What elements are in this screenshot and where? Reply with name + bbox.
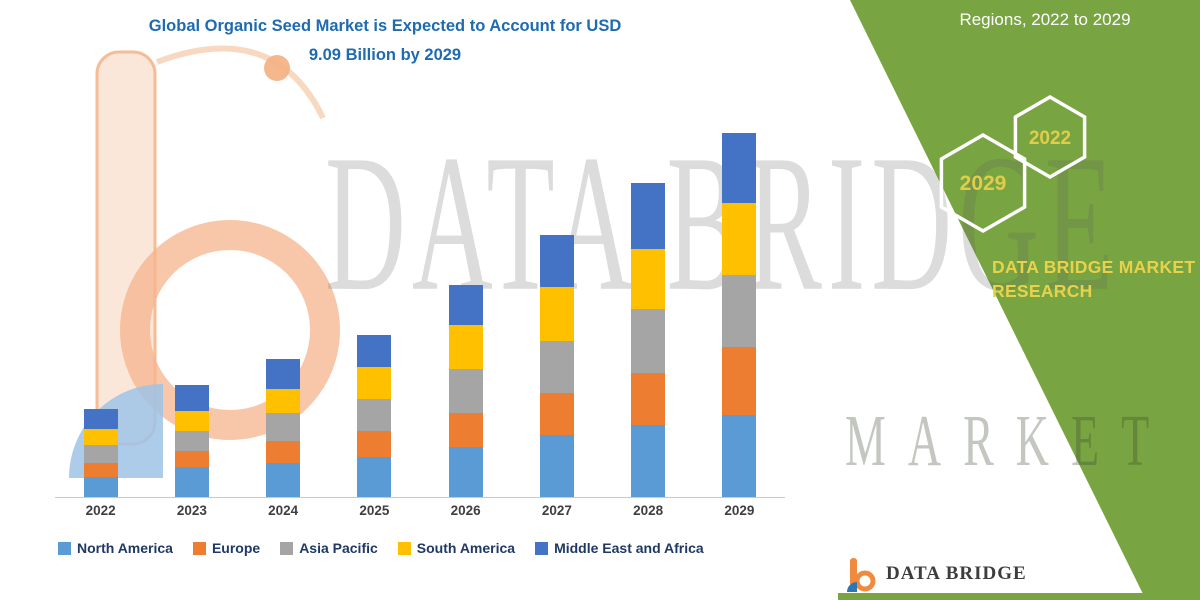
segment-middle-east-and-africa (539, 235, 574, 287)
hexagon-2029 (939, 132, 1027, 234)
bar-slot-2023 (146, 385, 237, 497)
segment-south-america (722, 203, 757, 275)
legend-label: Asia Pacific (299, 540, 378, 556)
segment-north-america (83, 477, 118, 497)
footer-logo: DATA BRIDGE (845, 556, 1027, 592)
segment-middle-east-and-africa (266, 359, 301, 389)
x-axis-label-2028: 2028 (633, 503, 664, 518)
segment-south-america (357, 367, 392, 399)
legend-item-europe: Europe (192, 540, 261, 556)
segment-asia-pacific (174, 431, 209, 451)
side-panel-brand-line1: DATA BRIDGE MARKET (992, 257, 1196, 277)
side-panel-brand: DATA BRIDGE MARKET RESEARCH (992, 255, 1197, 303)
segment-europe (448, 413, 483, 447)
segment-middle-east-and-africa (448, 285, 483, 325)
segment-south-america (83, 429, 118, 445)
bar-slot-2025 (329, 335, 420, 497)
x-axis-label-2026: 2026 (450, 503, 481, 518)
legend-swatch (58, 541, 71, 555)
legend-item-north-america: North America (58, 540, 173, 556)
hexagon-2022-label: 2022 (1029, 128, 1071, 149)
bar-slot-2028 (603, 183, 694, 497)
stacked-bar-2022 (83, 409, 118, 497)
legend-swatch (192, 541, 206, 555)
chart-title-line1: Global Organic Seed Market is Expected t… (148, 17, 622, 35)
x-axis-labels: 2022 2023 2024 2025 2026 2027 2028 2029 (55, 503, 785, 518)
segment-asia-pacific (448, 369, 483, 413)
legend-swatch (535, 541, 549, 555)
stacked-bar-2024 (266, 359, 301, 497)
legend-label: North America (77, 540, 173, 556)
footer-logo-text: DATA BRIDGE (886, 563, 1027, 584)
segment-south-america (448, 325, 483, 369)
segment-asia-pacific (266, 413, 301, 441)
segment-north-america (722, 415, 757, 497)
segment-south-america (266, 389, 301, 413)
x-axis-label-2029: 2029 (724, 503, 755, 518)
segment-middle-east-and-africa (174, 385, 209, 411)
bar-slot-2027 (511, 235, 602, 497)
chart-title: Global Organic Seed Market is Expected t… (75, 12, 695, 70)
segment-europe (174, 451, 209, 467)
x-axis-label-2025: 2025 (359, 503, 390, 518)
segment-north-america (539, 435, 574, 497)
bar-chart-plot-area (55, 97, 785, 498)
bar-slot-2022 (55, 409, 146, 497)
legend-item-south-america: South America (397, 540, 516, 556)
segment-north-america (174, 467, 209, 497)
stacked-bar-2026 (448, 285, 483, 497)
segment-north-america (357, 457, 392, 497)
x-axis-label-2023: 2023 (176, 503, 207, 518)
segment-europe (631, 373, 666, 425)
segment-middle-east-and-africa (83, 409, 118, 429)
segment-asia-pacific (357, 399, 392, 431)
x-axis-label-2027: 2027 (541, 503, 572, 518)
legend-label: Middle East and Africa (554, 540, 704, 556)
segment-middle-east-and-africa (722, 133, 757, 203)
side-panel-brand-line2: RESEARCH (992, 281, 1093, 301)
segment-north-america (266, 463, 301, 497)
hexagon-2022 (1013, 95, 1087, 180)
segment-south-america (539, 287, 574, 341)
segment-south-america (174, 411, 209, 431)
chart-legend: North America Europe Asia Pacific South Ame… (58, 540, 798, 556)
chart-title-line2: 9.09 Billion by 2029 (308, 46, 462, 64)
segment-north-america (631, 425, 666, 497)
segment-asia-pacific (539, 341, 574, 393)
legend-item-asia-pacific: Asia Pacific (280, 540, 378, 556)
segment-europe (83, 463, 118, 477)
legend-swatch (280, 541, 294, 555)
segment-europe (266, 441, 301, 463)
stacked-bar-2028 (631, 183, 666, 497)
segment-europe (722, 347, 757, 415)
segment-europe (357, 431, 392, 457)
segment-asia-pacific (83, 445, 118, 463)
hexagon-2029-label: 2029 (960, 172, 1007, 195)
segment-south-america (631, 249, 666, 309)
footer-green-strip (838, 593, 1200, 600)
x-axis-label-2022: 2022 (85, 503, 116, 518)
footer-logo-icon (847, 558, 876, 592)
segment-asia-pacific (722, 275, 757, 347)
legend-item-middle-east-and-africa: Middle East and Africa (535, 540, 704, 556)
side-panel-heading: Regions, 2022 to 2029 (959, 10, 1131, 29)
stacked-bar-2023 (174, 385, 209, 497)
year-hexagons: 2029 2022 (939, 95, 1087, 234)
segment-middle-east-and-africa (357, 335, 392, 367)
bar-slot-2024 (238, 359, 329, 497)
bar-slot-2026 (420, 285, 511, 497)
segment-north-america (448, 447, 483, 497)
legend-label: Europe (211, 540, 261, 556)
segment-middle-east-and-africa (631, 183, 666, 249)
stacked-bar-2025 (357, 335, 392, 497)
stacked-bar-2027 (539, 235, 574, 497)
stacked-bar-2029 (722, 133, 757, 497)
x-axis-label-2024: 2024 (268, 503, 299, 518)
legend-label: South America (416, 540, 516, 556)
legend-swatch (397, 541, 411, 555)
segment-asia-pacific (631, 309, 666, 373)
segment-europe (539, 393, 574, 435)
bar-slot-2029 (694, 133, 785, 497)
